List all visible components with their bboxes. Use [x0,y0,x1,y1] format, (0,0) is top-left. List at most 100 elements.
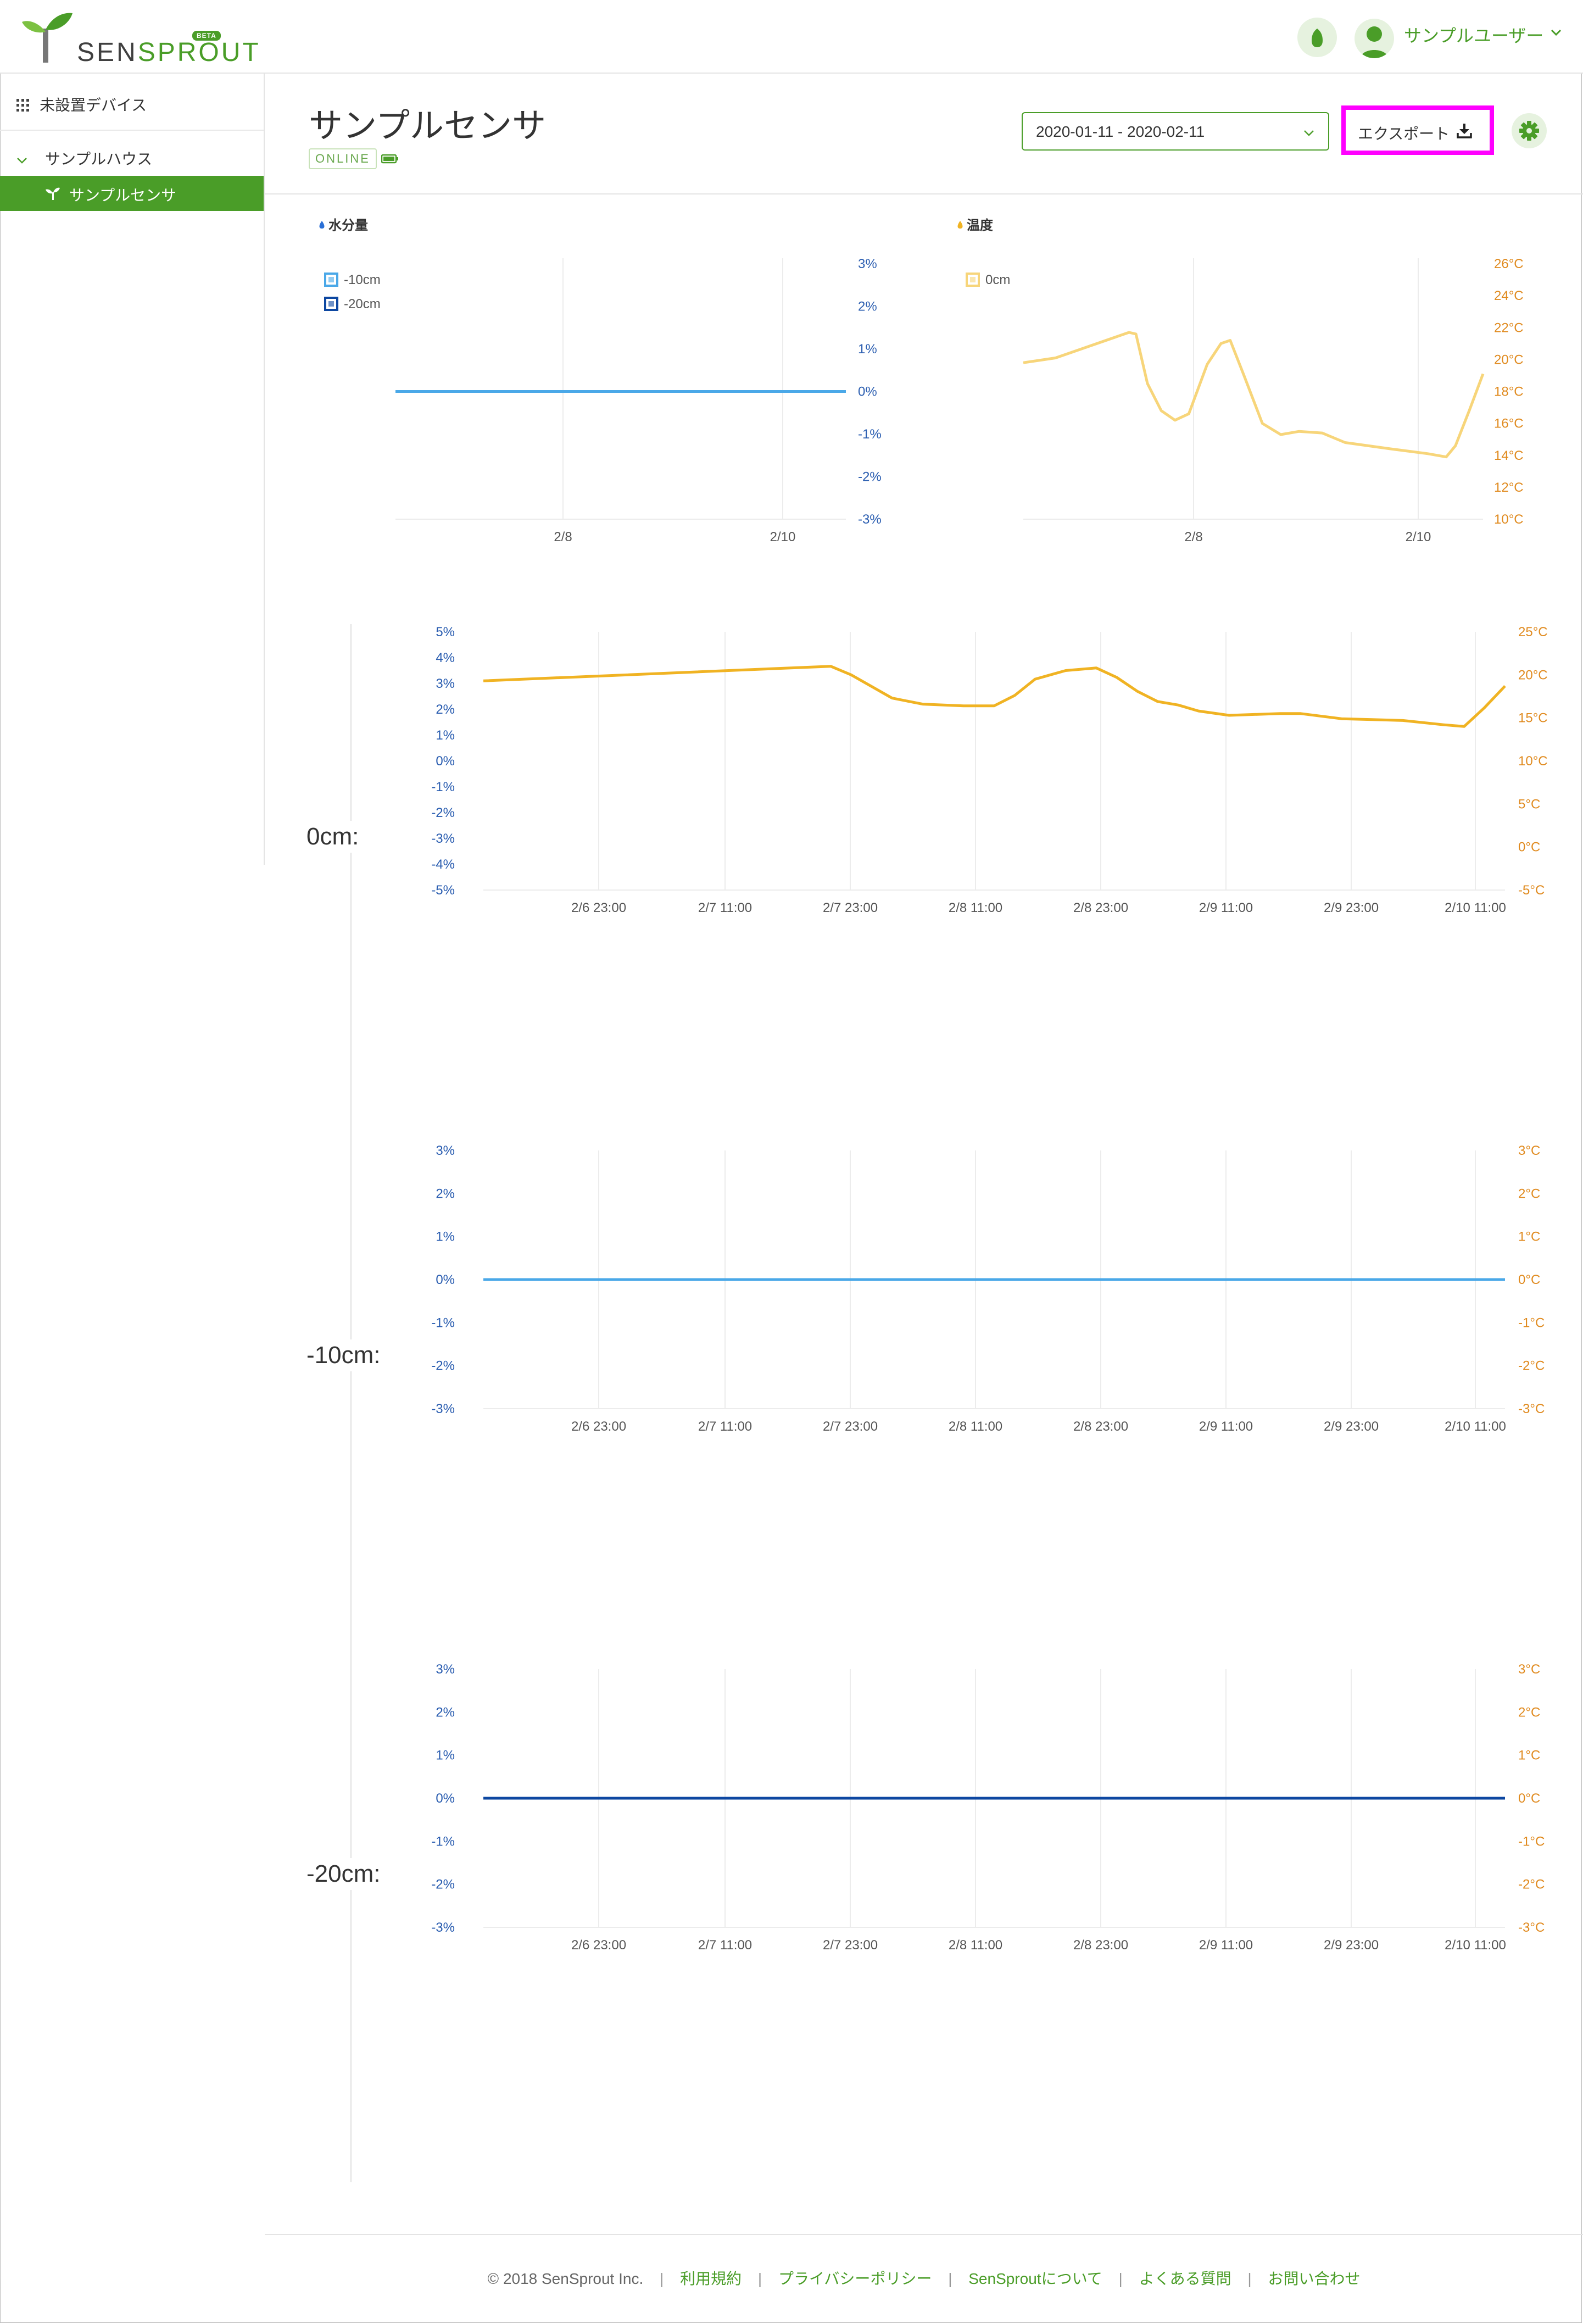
sidebar-item-label: サンプルハウス [45,151,153,168]
y-tick-label: 2% [858,299,877,314]
y-tick-label-right: 3°C [1518,1143,1540,1158]
copyright-text: © 2018 SenSprout Inc. [487,2270,644,2287]
legend-label: 0cm [985,273,1010,287]
y-tick-label: -3% [858,512,882,527]
footer-divider [265,2234,1583,2235]
x-tick-label: 2/8 11:00 [949,900,1002,915]
export-button[interactable]: エクスポート [1341,105,1494,155]
y-tick-label-right: 2°C [1518,1705,1540,1720]
x-tick-label: 2/8 [1184,530,1202,544]
footer-link-privacy[interactable]: プライバシーポリシー [778,2270,932,2287]
page-title: サンプルセンサ [309,107,547,145]
title-divider [265,193,1583,194]
y-tick-label: 16°C [1494,416,1524,431]
y-tick-label-right: 0°C [1518,1791,1540,1806]
x-tick-label: 2/7 11:00 [698,900,752,915]
chart-title: 水分量 [328,218,368,233]
y-tick-label-left: 2% [436,702,455,717]
x-tick-label: 2/8 23:00 [1073,1938,1128,1953]
y-tick-label-right: 1°C [1518,1748,1540,1763]
y-tick-label-right: 15°C [1518,711,1548,726]
y-tick-label: -1% [858,427,882,442]
series-line [483,665,1506,728]
user-menu-name[interactable]: サンプルユーザー [1404,26,1544,46]
y-tick-label-right: -3°C [1518,1920,1545,1935]
y-tick-label-left: 5% [436,625,455,640]
y-tick-label-left: -3% [431,1920,455,1935]
chevron-down-icon[interactable] [15,154,29,167]
x-tick-label: 2/9 23:00 [1324,1938,1379,1953]
y-tick-label: 1% [858,342,877,357]
x-tick-label: 2/6 23:00 [571,1419,626,1434]
x-tick-label: 2/10 11:00 [1445,1938,1506,1953]
x-tick-label: 2/7 11:00 [698,1938,752,1953]
sidebar-item-label: 未設置デバイス [40,97,147,114]
gear-icon [1519,121,1539,141]
chevron-down-icon[interactable] [1549,25,1563,40]
y-tick-label-right: 0°C [1518,840,1540,855]
depth-10cm-svg: 2/6 23:00 2/7 11:00 2/7 23:00 2/8 11:00 2/8 … [431,1143,1545,1434]
x-tick-label: 2/6 23:00 [571,900,626,915]
y-tick-label: 14°C [1494,448,1524,463]
status-badge: ONLINE [309,148,377,169]
grid-icon [16,99,29,112]
sidebar: 未設置デバイス サンプルハウス サンプルセンサ [0,74,265,865]
footer-link-about[interactable]: SenSproutについて [968,2270,1102,2287]
x-tick-label: 2/9 23:00 [1324,1419,1379,1434]
y-tick-label-left: -3% [431,1402,455,1416]
legend-label: -20cm [344,297,381,312]
footer-link-contact[interactable]: お問い合わせ [1268,2270,1361,2287]
depth-label-20cm: -20cm: [306,1858,381,1890]
notification-button[interactable] [1297,18,1337,57]
sprout-icon [46,187,60,200]
x-tick-label: 2/8 23:00 [1073,900,1128,915]
x-tick-label: 2/9 11:00 [1199,900,1253,915]
y-tick-label-left: 3% [436,1662,455,1677]
moisture-overview-chart: 水分量 -10cm -20cm 2/8 2/10 3% 2% 1% 0% -1% -2% -3% [308,214,912,555]
x-tick-label: 2/7 23:00 [823,1419,878,1434]
y-tick-label-right: -3°C [1518,1402,1545,1416]
footer-separator: | [1247,2270,1252,2287]
y-tick-label: -2% [858,470,882,485]
depth-axis-line [350,624,352,2182]
y-tick-label-right: -2°C [1518,1877,1545,1892]
footer-separator: | [660,2270,664,2287]
y-tick-label-right: 10°C [1518,754,1548,769]
settings-button[interactable] [1512,113,1547,148]
y-tick-label-right: -2°C [1518,1359,1545,1374]
legend-swatch-fill [970,277,976,282]
footer-link-terms[interactable]: 利用規約 [680,2270,742,2287]
sidebar-item-sensor[interactable]: サンプルセンサ [0,176,264,211]
footer-link-faq[interactable]: よくある質問 [1139,2270,1231,2287]
date-range-value: 2020-01-11 - 2020-02-11 [1036,123,1205,140]
depth-0cm-chart: 2/6 23:00 2/7 11:00 2/7 23:00 2/8 11:00 2/8 … [417,615,1549,923]
x-tick-label: 2/10 [770,530,796,544]
date-range-picker[interactable]: 2020-01-11 - 2020-02-11 [1022,112,1329,151]
legend-swatch-fill [328,277,334,282]
chevron-down-icon [1304,130,1314,136]
legend-label: -10cm [344,273,381,287]
x-tick-label: 2/8 23:00 [1073,1419,1128,1434]
y-tick-label-left: -3% [431,831,455,846]
legend-swatch-fill [328,301,334,307]
depth-label-0cm: 0cm: [306,821,359,853]
thermometer-icon [957,221,963,229]
x-tick-label: 2/10 [1406,530,1431,544]
user-icon [1360,26,1389,58]
y-tick-label-right: 20°C [1518,668,1548,682]
y-tick-label: 3% [858,257,877,271]
moisture-overview-svg: 水分量 -10cm -20cm 2/8 2/10 3% 2% 1% 0% -1% -2% -3% [319,218,882,544]
sidebar-item-label: サンプルセンサ [69,187,177,204]
y-tick-label-right: 5°C [1518,797,1540,811]
footer-separator: | [1118,2270,1123,2287]
series-line-0cm [1023,331,1485,459]
sensprout-logo[interactable]: SENSPROUT BETA [21,10,259,67]
beta-badge: BETA [192,31,221,41]
logo-text-sprout: SPROUT [137,38,261,67]
y-tick-label-left: -2% [431,805,455,820]
y-tick-label-left: 1% [436,1748,455,1763]
avatar[interactable] [1355,19,1394,58]
depth-10cm-chart: 2/6 23:00 2/7 11:00 2/7 23:00 2/8 11:00 2/8 … [417,1134,1549,1442]
y-tick-label-right: 0°C [1518,1272,1540,1287]
download-icon [1457,124,1472,138]
